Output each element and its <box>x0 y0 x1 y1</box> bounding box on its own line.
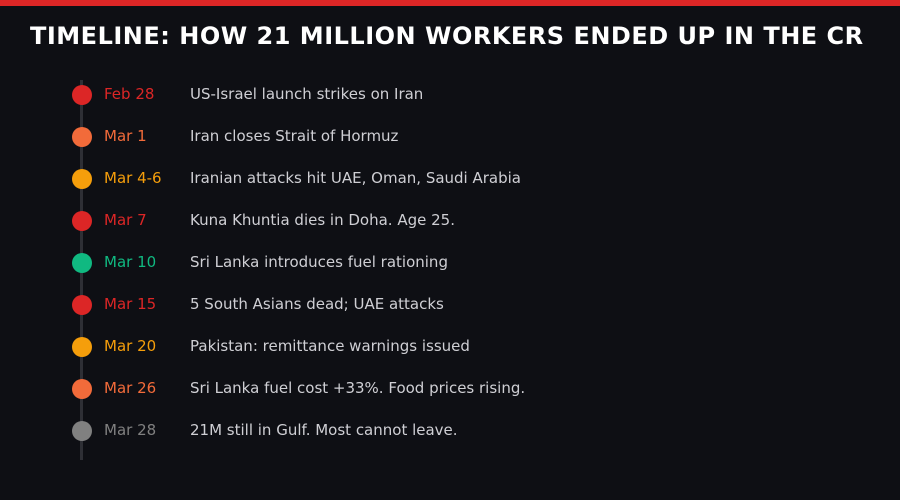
event-date: Mar 7 <box>104 211 147 229</box>
event-dot <box>72 337 92 357</box>
event-dot <box>72 421 92 441</box>
event-text: Sri Lanka introduces fuel rationing <box>190 253 448 271</box>
event-date: Mar 26 <box>104 379 157 397</box>
event-dot <box>72 295 92 315</box>
event-text: Sri Lanka fuel cost +33%. Food prices ri… <box>190 379 526 397</box>
event-dot <box>72 85 92 105</box>
event-date: Mar 15 <box>104 295 157 313</box>
event-dot <box>72 253 92 273</box>
title: TIMELINE: HOW 21 MILLION WORKERS ENDED U… <box>30 22 864 50</box>
event-text: US-Israel launch strikes on Iran <box>190 85 424 103</box>
event-date: Mar 28 <box>104 421 157 439</box>
event-dot <box>72 379 92 399</box>
event-date: Mar 4-6 <box>104 169 162 187</box>
event-dot <box>72 127 92 147</box>
event-text: Kuna Khuntia dies in Doha. Age 25. <box>190 211 455 229</box>
event-dot <box>72 211 92 231</box>
event-date: Mar 10 <box>104 253 157 271</box>
top-bar <box>0 0 900 6</box>
event-text: 5 South Asians dead; UAE attacks <box>190 295 444 313</box>
event-date: Mar 20 <box>104 337 157 355</box>
event-date: Feb 28 <box>104 85 155 103</box>
event-text: 21M still in Gulf. Most cannot leave. <box>190 421 458 439</box>
event-text: Pakistan: remittance warnings issued <box>190 337 470 355</box>
event-date: Mar 1 <box>104 127 147 145</box>
event-text: Iranian attacks hit UAE, Oman, Saudi Ara… <box>190 169 521 187</box>
event-text: Iran closes Strait of Hormuz <box>190 127 399 145</box>
event-dot <box>72 169 92 189</box>
